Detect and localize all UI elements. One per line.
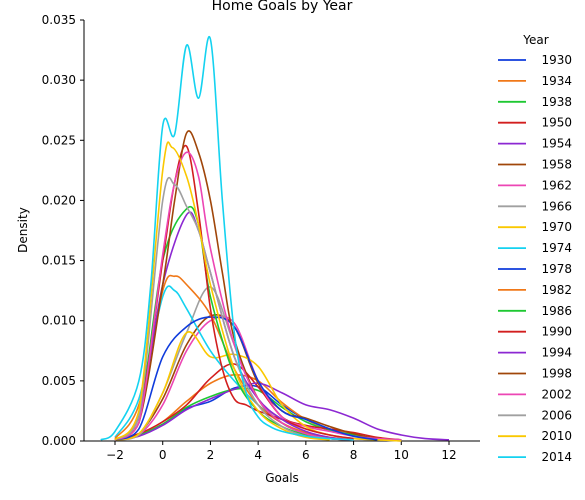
y-tick-label: 0.000 — [42, 434, 76, 448]
chart-title: Home Goals by Year — [212, 0, 353, 14]
x-tick-label: 4 — [254, 448, 262, 462]
series-line-1938 — [114, 387, 402, 441]
legend-label-1930: 1930 — [541, 53, 572, 67]
legend-label-1970: 1970 — [541, 220, 572, 234]
series-line-1962 — [114, 315, 402, 441]
legend-label-1938: 1938 — [541, 95, 572, 109]
x-tick-label: 0 — [159, 448, 167, 462]
series-line-1990 — [114, 144, 354, 441]
plot-area: −2 0 2 4 6 8 10 12 0.000 0.005 0.010 0.015 0.020 0.02… — [42, 13, 480, 462]
x-tick-label: 12 — [441, 448, 456, 462]
x-tick-label: 2 — [207, 448, 215, 462]
legend-label-2002: 2002 — [541, 387, 572, 401]
series-line-1978 — [114, 316, 378, 441]
legend-title: Year — [522, 33, 548, 47]
legend-label-1994: 1994 — [541, 346, 572, 360]
legend-label-1950: 1950 — [541, 116, 572, 130]
legend-label-2006: 2006 — [541, 408, 572, 422]
legend-label-1986: 1986 — [541, 304, 572, 318]
y-tick-label: 0.035 — [42, 13, 76, 27]
series-line-1958 — [114, 313, 402, 441]
y-tick-label: 0.030 — [42, 73, 76, 87]
legend-label-2014: 2014 — [541, 450, 572, 464]
x-tick-label: −2 — [106, 448, 124, 462]
y-axis-label: Density — [16, 207, 30, 253]
series-line-2002 — [114, 151, 354, 441]
x-tick-label: 6 — [302, 448, 310, 462]
series-line-2010 — [114, 141, 330, 441]
x-tick-label: 8 — [350, 448, 358, 462]
y-tick-label: 0.010 — [42, 314, 76, 328]
y-tick-label: 0.015 — [42, 254, 76, 268]
y-tick-label: 0.005 — [42, 374, 76, 388]
legend-label-1990: 1990 — [541, 325, 572, 339]
series-line-2014 — [100, 35, 354, 441]
x-tick-label: 10 — [394, 448, 409, 462]
legend-label-1998: 1998 — [541, 367, 572, 381]
legend-label-1954: 1954 — [541, 137, 572, 151]
legend-label-1982: 1982 — [541, 283, 572, 297]
legend-label-2010: 2010 — [541, 429, 572, 443]
legend-label-1966: 1966 — [541, 199, 572, 213]
legend: Year 1930 1934 1938 1950 1954 1958 1962 1966 197… — [498, 33, 572, 464]
legend-label-1978: 1978 — [541, 262, 572, 276]
series-line-1950 — [114, 363, 402, 441]
legend-label-1958: 1958 — [541, 158, 572, 172]
legend-label-1934: 1934 — [541, 74, 572, 88]
x-axis-label: Goals — [265, 471, 299, 485]
legend-label-1962: 1962 — [541, 178, 572, 192]
series-line-1954 — [114, 382, 450, 441]
legend-label-1974: 1974 — [541, 241, 572, 255]
y-tick-label: 0.020 — [42, 193, 76, 207]
y-tick-label: 0.025 — [42, 133, 76, 147]
